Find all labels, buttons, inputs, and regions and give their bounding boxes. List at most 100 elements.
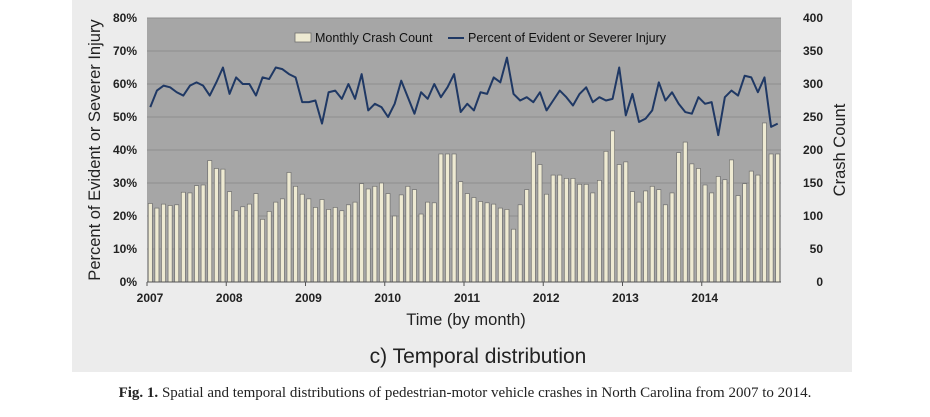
bar — [326, 209, 332, 283]
bar — [517, 204, 523, 283]
bar — [762, 122, 767, 283]
x-tick-label: 2010 — [374, 291, 401, 305]
bar — [676, 152, 682, 283]
left-tick-label: 80% — [113, 11, 137, 25]
bar — [537, 164, 543, 283]
bar — [768, 153, 774, 283]
bar — [577, 183, 582, 283]
bar — [352, 201, 358, 283]
bar — [306, 198, 312, 283]
bar — [379, 182, 384, 283]
right-tick-label: 200 — [803, 143, 823, 157]
bar — [398, 194, 404, 283]
bar — [240, 206, 246, 283]
x-tick-label: 2007 — [137, 291, 164, 305]
gridlines — [147, 17, 781, 250]
bar — [346, 204, 351, 283]
bar — [273, 201, 279, 283]
bar — [392, 215, 398, 283]
x-tick-label: 2014 — [691, 291, 718, 305]
bar — [544, 193, 549, 283]
bar — [220, 168, 226, 283]
bar — [722, 179, 728, 283]
bar — [359, 183, 365, 283]
bar — [524, 189, 530, 283]
bar — [610, 130, 615, 283]
bar — [583, 183, 589, 283]
bar — [253, 193, 259, 283]
bar — [213, 168, 219, 283]
bar — [187, 192, 193, 283]
bar — [147, 203, 153, 283]
chart-subtitle: c) Temporal distribution — [370, 345, 587, 368]
x-tick-label: 2009 — [295, 291, 322, 305]
bar — [715, 176, 721, 283]
caption-text: Spatial and temporal distributions of pe… — [161, 385, 812, 401]
bar — [630, 191, 635, 283]
bar — [412, 189, 417, 283]
x-axis-ticks: 2007 2008 2009 2010 2011 2012 2013 2014 — [137, 282, 718, 305]
bar — [161, 203, 166, 283]
bar — [748, 170, 754, 283]
bar — [266, 211, 272, 283]
bar — [557, 174, 563, 283]
bar — [669, 192, 675, 283]
bar — [299, 193, 305, 283]
bar — [603, 150, 609, 283]
bar — [497, 207, 503, 283]
x-tick-label: 2013 — [612, 291, 639, 305]
bar — [643, 190, 649, 283]
bar — [649, 185, 655, 283]
bar — [550, 174, 556, 283]
y-axis-right-title: Crash Count — [831, 103, 849, 196]
left-tick-label: 40% — [113, 143, 137, 157]
bar — [174, 204, 180, 283]
right-tick-label: 350 — [803, 44, 823, 58]
bar — [372, 185, 378, 283]
bar — [616, 164, 622, 283]
bar — [775, 153, 781, 283]
bar — [504, 209, 510, 283]
bar — [425, 201, 431, 283]
caption-label: Fig. 1. — [118, 385, 159, 401]
left-tick-label: 60% — [113, 77, 137, 91]
line-series — [149, 56, 779, 137]
right-axis-ticks: 0 50 100 150 200 250 300 350 400 — [803, 11, 823, 289]
right-tick-label: 100 — [803, 209, 823, 223]
bar — [418, 213, 424, 283]
bar — [471, 197, 477, 283]
bar — [702, 184, 708, 283]
bar — [590, 192, 596, 283]
bar — [636, 201, 642, 283]
bar — [233, 210, 239, 283]
bar — [656, 189, 662, 283]
right-tick-label: 50 — [810, 242, 824, 256]
y-axis-left-title: Percent of Evident or Severer Injury — [86, 19, 104, 281]
bar — [319, 199, 325, 283]
right-tick-label: 250 — [803, 110, 823, 124]
bar — [458, 181, 464, 283]
bar — [405, 185, 411, 283]
bar — [200, 184, 206, 283]
bar — [227, 191, 232, 283]
bar — [154, 207, 160, 283]
bar — [709, 192, 715, 283]
bar — [260, 218, 265, 283]
bar — [339, 210, 345, 283]
bar — [511, 228, 516, 283]
bar — [438, 153, 444, 283]
bar-series — [147, 122, 781, 283]
bar — [663, 204, 668, 283]
right-tick-label: 0 — [816, 275, 823, 289]
bar — [570, 178, 576, 283]
bar — [431, 202, 437, 283]
bar — [491, 203, 497, 283]
bar — [246, 203, 252, 283]
bar — [742, 183, 748, 283]
bar — [313, 207, 318, 283]
legend-bar-swatch — [294, 32, 312, 43]
left-tick-label: 50% — [113, 110, 137, 124]
left-tick-label: 70% — [113, 44, 137, 58]
bar — [286, 172, 292, 283]
left-tick-label: 20% — [113, 209, 137, 223]
